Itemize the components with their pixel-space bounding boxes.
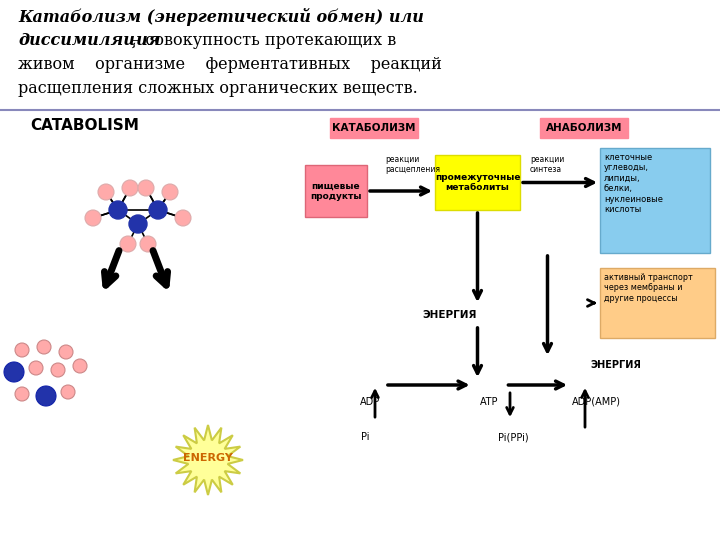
Circle shape	[129, 215, 147, 233]
Text: клеточные
углеводы,
липиды,
белки,
нуклеиновые
кислоты: клеточные углеводы, липиды, белки, нукле…	[604, 153, 663, 214]
Text: Катаболизм (энергетический обмен) или: Катаболизм (энергетический обмен) или	[18, 8, 424, 26]
FancyBboxPatch shape	[600, 148, 710, 253]
Text: промежуточные
метаболиты: промежуточные метаболиты	[435, 173, 521, 192]
FancyBboxPatch shape	[540, 118, 628, 138]
Circle shape	[120, 236, 136, 252]
Text: ADP: ADP	[360, 397, 380, 407]
Text: Pi: Pi	[361, 432, 369, 442]
FancyBboxPatch shape	[600, 268, 715, 338]
Polygon shape	[173, 425, 243, 495]
Circle shape	[98, 184, 114, 200]
Circle shape	[61, 385, 75, 399]
Circle shape	[15, 387, 29, 401]
Text: – совокупность протекающих в: – совокупность протекающих в	[127, 32, 396, 49]
Text: активный транспорт
через мембраны и
другие процессы: активный транспорт через мембраны и друг…	[604, 273, 693, 303]
Text: ENERGY: ENERGY	[183, 453, 233, 463]
Circle shape	[51, 363, 65, 377]
Circle shape	[73, 359, 87, 373]
Circle shape	[149, 201, 167, 219]
Circle shape	[175, 210, 191, 226]
Circle shape	[162, 184, 178, 200]
Text: АТР: АТР	[480, 397, 498, 407]
Text: Pi(PPi): Pi(PPi)	[498, 432, 528, 442]
Circle shape	[37, 340, 51, 354]
Circle shape	[4, 362, 24, 382]
FancyBboxPatch shape	[330, 118, 418, 138]
Circle shape	[29, 361, 43, 375]
Circle shape	[36, 386, 56, 406]
Circle shape	[109, 201, 127, 219]
Text: реакции
расщепления: реакции расщепления	[385, 155, 440, 174]
Circle shape	[122, 180, 138, 196]
Text: ADP(AMP): ADP(AMP)	[572, 397, 621, 407]
Text: расщепления сложных органических веществ.: расщепления сложных органических веществ…	[18, 80, 418, 97]
Text: CATABOLISM: CATABOLISM	[30, 118, 139, 133]
Circle shape	[140, 236, 156, 252]
Text: АНАБОЛИЗМ: АНАБОЛИЗМ	[546, 123, 622, 133]
Text: ЭНЕРГИЯ: ЭНЕРГИЯ	[590, 360, 641, 370]
Text: ЭНЕРГИЯ: ЭНЕРГИЯ	[423, 310, 477, 320]
Text: пищевые
продукты: пищевые продукты	[310, 181, 361, 201]
Circle shape	[138, 180, 154, 196]
Text: реакции
синтеза: реакции синтеза	[530, 155, 564, 174]
FancyBboxPatch shape	[305, 165, 367, 217]
Circle shape	[15, 343, 29, 357]
Circle shape	[59, 345, 73, 359]
Text: живом    организме    ферментативных    реакций: живом организме ферментативных реакций	[18, 56, 442, 73]
Circle shape	[85, 210, 101, 226]
Text: диссимиляция: диссимиляция	[18, 32, 161, 49]
Text: КАТАБОЛИЗМ: КАТАБОЛИЗМ	[332, 123, 415, 133]
FancyBboxPatch shape	[435, 155, 520, 210]
